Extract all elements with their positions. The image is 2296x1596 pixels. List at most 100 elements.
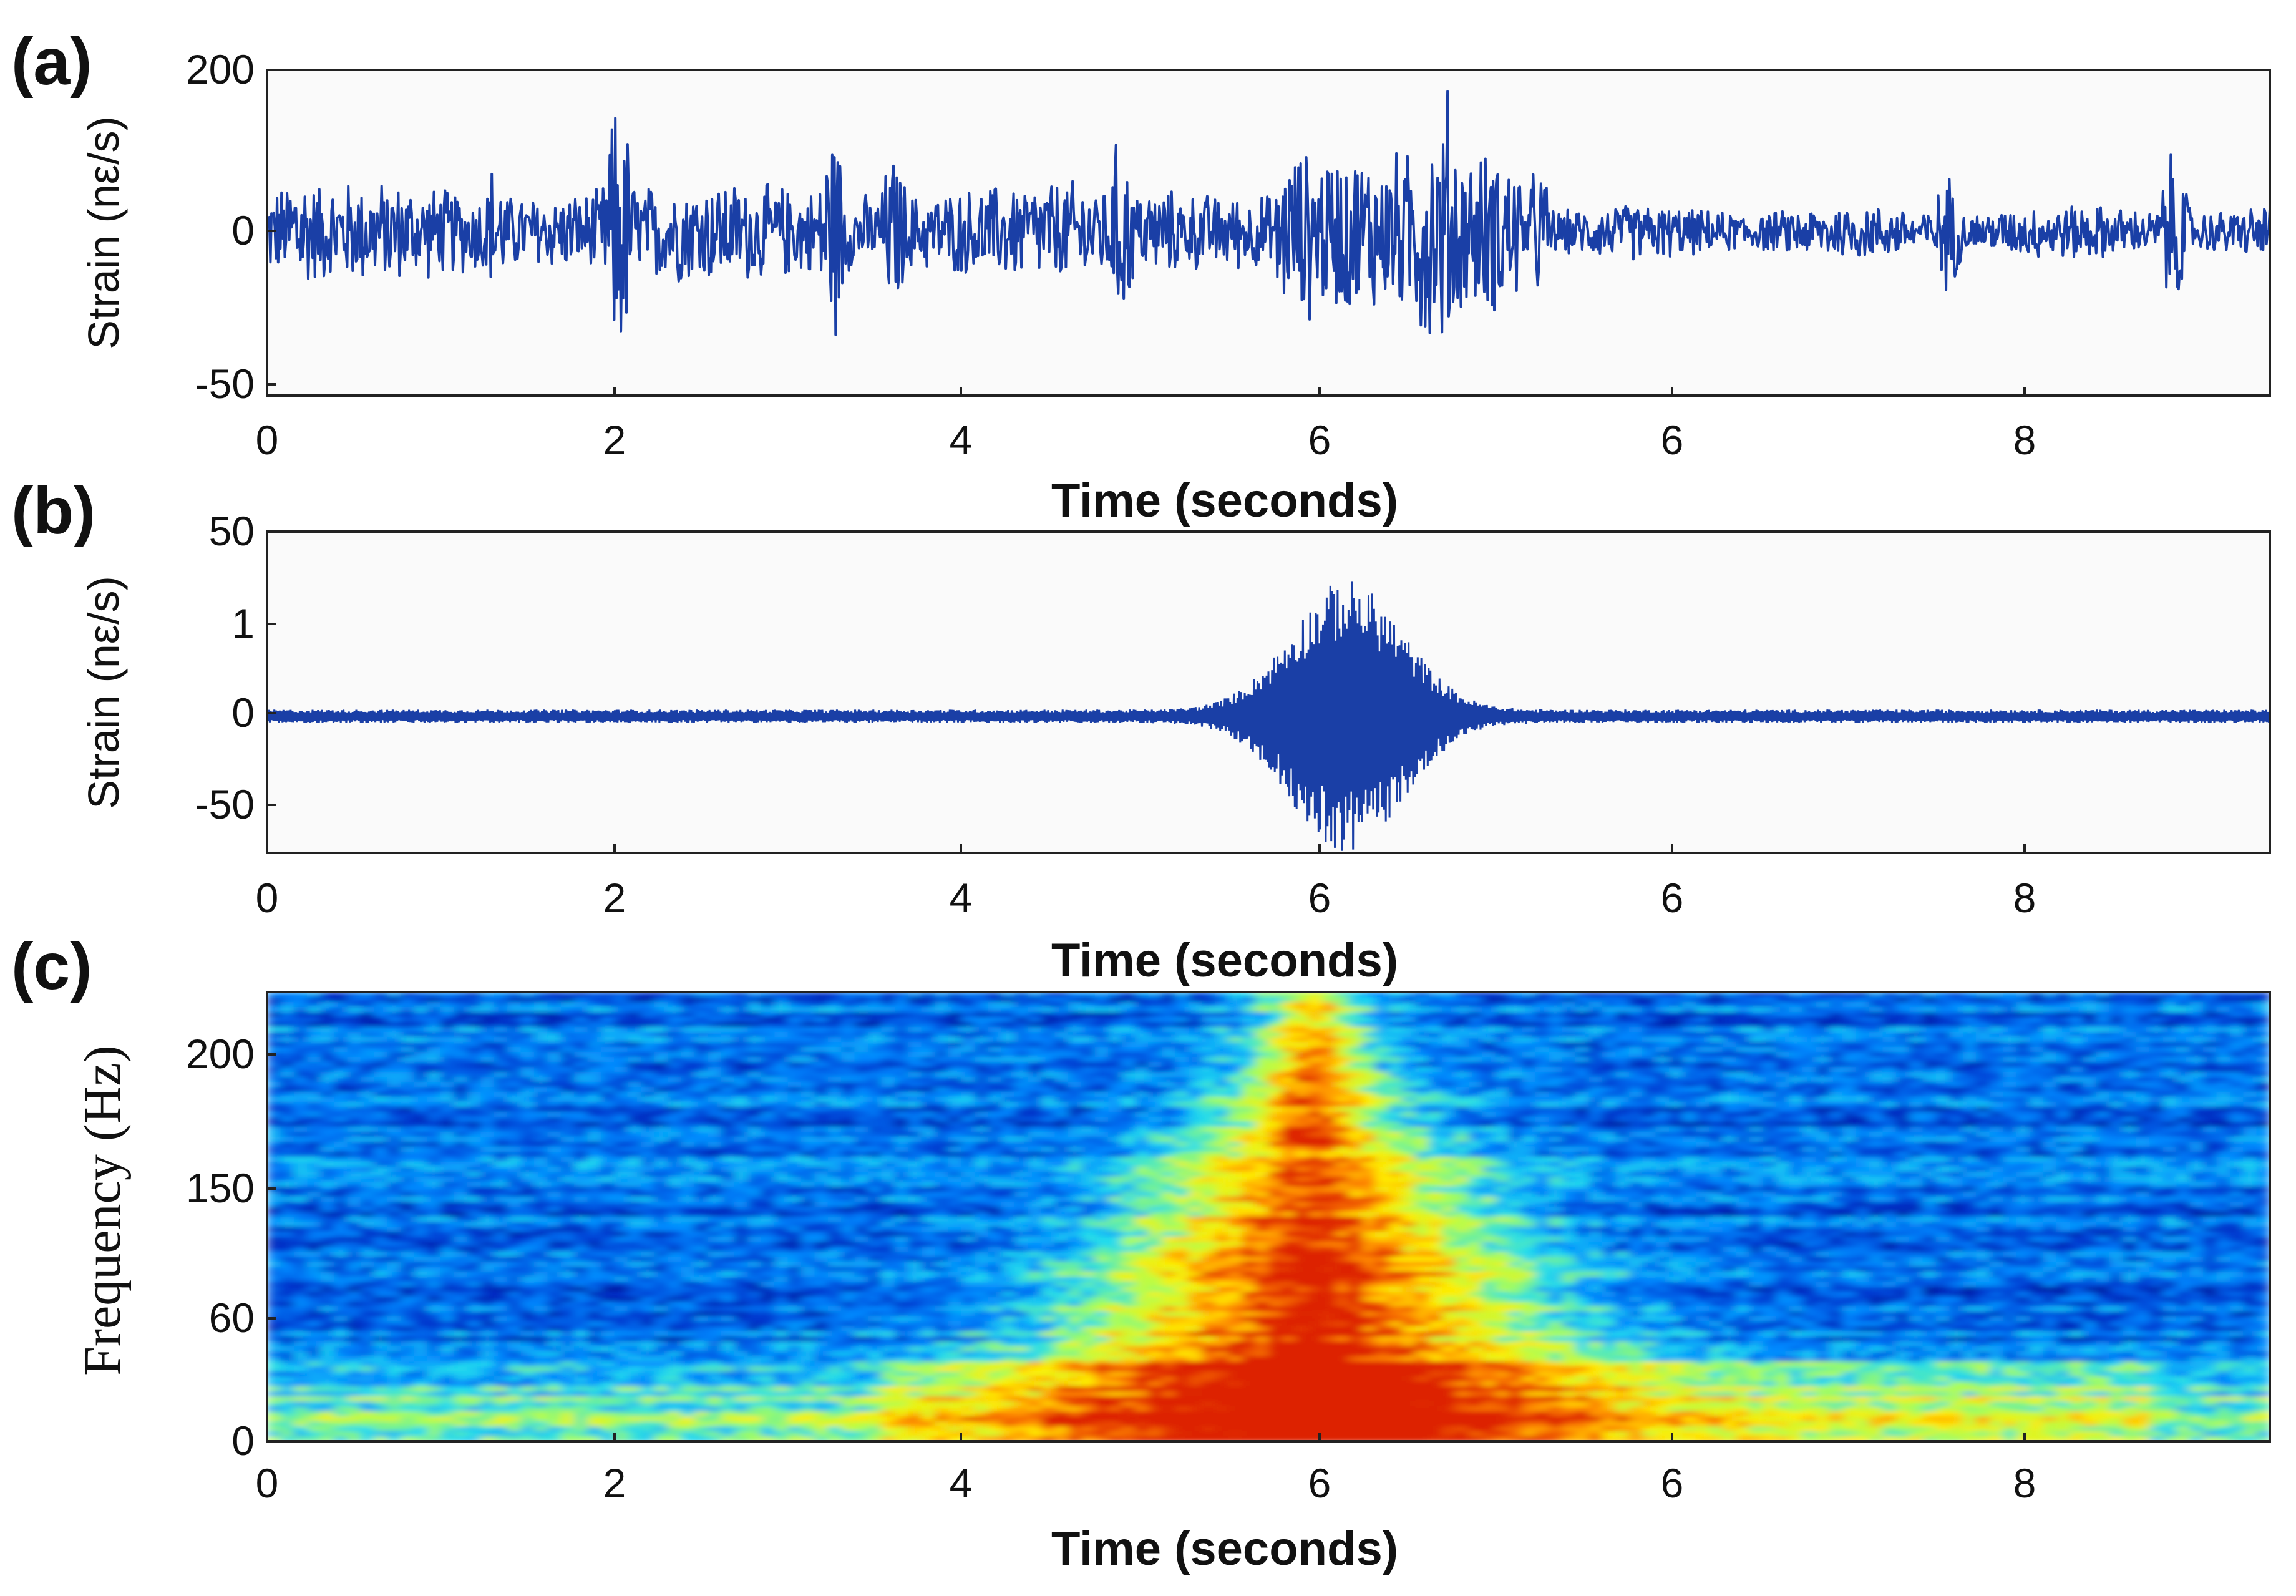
spectrogram-cell (1776, 1107, 1790, 1112)
spectrogram-cell (1802, 1107, 1817, 1112)
spectrogram-cell (1242, 1022, 1256, 1028)
spectrogram-cell (1321, 1087, 1336, 1092)
spectrogram-cell (2096, 1052, 2111, 1058)
spectrogram-cell (2189, 1107, 2204, 1112)
spectrogram-cell (1989, 1052, 2003, 1058)
spectrogram-cell (414, 1017, 428, 1023)
spectrogram-cell (1682, 1027, 1696, 1033)
spectrogram-cell (841, 1142, 855, 1147)
spectrogram-cell (2123, 1127, 2137, 1132)
spectrogram-cell (574, 1047, 588, 1053)
spectrogram-cell (1375, 1052, 1389, 1058)
spectrogram-cell (547, 1042, 562, 1048)
panel-b-ylabel-text: Strain (nε/s) (79, 576, 128, 809)
spectrogram-cell (627, 1022, 642, 1028)
spectrogram-cell (1615, 1007, 1630, 1013)
spectrogram-cell (1829, 1152, 1844, 1157)
spectrogram-cell (1188, 1062, 1202, 1068)
spectrogram-cell (480, 1067, 495, 1073)
spectrogram-cell (814, 1107, 829, 1112)
spectrogram-cell (1909, 1027, 1924, 1033)
spectrogram-cell (547, 1047, 562, 1053)
spectrogram-cell (1709, 1102, 1723, 1107)
spectrogram-cell (307, 1047, 321, 1053)
spectrogram-cell (1976, 1142, 1990, 1147)
spectrogram-cell (1388, 1087, 1403, 1092)
spectrogram-cell (1669, 1122, 1683, 1127)
spectrogram-cell (1522, 1102, 1536, 1107)
spectrogram-cell (1628, 1032, 1643, 1038)
spectrogram-cell (1268, 1002, 1283, 1008)
spectrogram-cell (961, 1117, 976, 1122)
spectrogram-cell (1041, 1037, 1056, 1043)
spectrogram-cell (1909, 1057, 1924, 1063)
spectrogram-cell (587, 1132, 601, 1137)
spectrogram-cell (1736, 1007, 1750, 1013)
spectrogram-cell (1014, 1122, 1029, 1127)
spectrogram-cell (654, 1117, 668, 1122)
spectrogram-cell (1628, 1042, 1643, 1048)
spectrogram-cell (440, 1057, 455, 1063)
spectrogram-cell (1522, 1112, 1536, 1117)
spectrogram-cell (2056, 1132, 2070, 1137)
spectrogram-cell (1509, 1007, 1523, 1013)
spectrogram-cell (881, 1082, 895, 1088)
spectrogram-cell (480, 1032, 495, 1038)
spectrogram-cell (1709, 1097, 1723, 1102)
spectrogram-cell (2149, 1097, 2164, 1102)
spectrogram-cell (1402, 1072, 1416, 1078)
spectrogram-cell (1509, 1112, 1523, 1117)
spectrogram-cell (1295, 1102, 1310, 1107)
spectrogram-cell (908, 1112, 922, 1117)
spectrogram-cell (2229, 1002, 2244, 1008)
spectrogram-cell (1829, 1127, 1844, 1132)
spectrogram-cell (1268, 1142, 1283, 1147)
spectrogram-cell (654, 1147, 668, 1152)
spectrogram-cell (1802, 1022, 1817, 1028)
spectrogram-cell (801, 1042, 815, 1048)
spectrogram-cell (1428, 1142, 1443, 1147)
spectrogram-cell (2176, 1127, 2191, 1132)
spectrogram-cell (2056, 1137, 2070, 1142)
spectrogram-cell (1575, 1077, 1590, 1083)
spectrogram-cell (2096, 1122, 2111, 1127)
spectrogram-cell (360, 1052, 375, 1058)
spectrogram-cell (1762, 1077, 1777, 1083)
panel-a-ylabel-text: Strain (nε/s) (79, 116, 128, 349)
spectrogram-cell (1936, 1042, 1950, 1048)
spectrogram-cell (1802, 1067, 1817, 1073)
spectrogram-cell (694, 1042, 709, 1048)
spectrogram-cell (1215, 1037, 1229, 1043)
spectrogram-cell (1709, 1127, 1723, 1132)
spectrogram-cell (427, 1122, 442, 1127)
spectrogram-cell (1922, 1077, 1937, 1083)
spectrogram-cell (2016, 1042, 2030, 1048)
spectrogram-cell (1081, 1092, 1096, 1097)
spectrogram-cell (1602, 1027, 1617, 1033)
spectrogram-cell (694, 992, 709, 998)
spectrogram-cell (467, 1012, 482, 1018)
spectrogram-cell (2176, 1027, 2191, 1033)
spectrogram-cell (2096, 1037, 2111, 1043)
spectrogram-cell (2056, 1097, 2070, 1102)
spectrogram-cell (520, 1127, 535, 1132)
spectrogram-cell (1816, 1067, 1830, 1073)
spectrogram-cell (1361, 1012, 1376, 1018)
spectrogram-cell (1829, 1082, 1844, 1088)
spectrogram-cell (1562, 1067, 1577, 1073)
spectrogram-cell (1081, 1082, 1096, 1088)
spectrogram-cell (2136, 992, 2151, 998)
spectrogram-cell (1655, 1087, 1670, 1092)
spectrogram-cell (2043, 1002, 2057, 1008)
spectrogram-cell (1255, 1112, 1269, 1117)
spectrogram-cell (921, 1007, 935, 1013)
spectrogram-cell (935, 1147, 949, 1152)
spectrogram-cell (2136, 1122, 2151, 1127)
spectrogram-cell (480, 1062, 495, 1068)
spectrogram-cell (1108, 1062, 1122, 1068)
spectrogram-cell (2203, 1127, 2217, 1132)
spectrogram-cell (1842, 1142, 1857, 1147)
spectrogram-cell (1028, 1042, 1043, 1048)
spectrogram-cell (1962, 1152, 1977, 1157)
spectrogram-cell (1869, 1142, 1884, 1147)
